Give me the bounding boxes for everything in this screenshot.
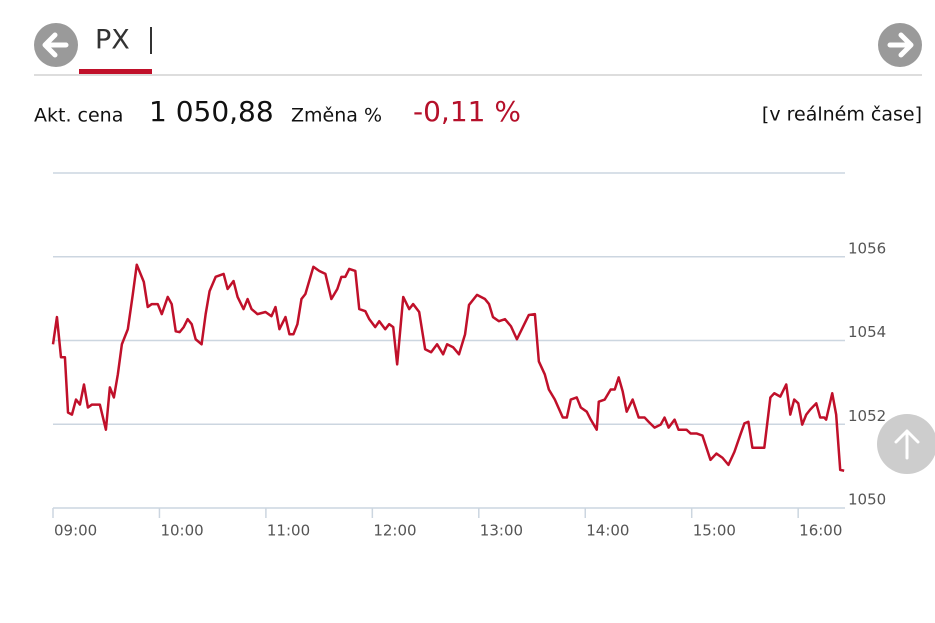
tab-label[interactable]: PX [95,25,130,56]
next-button[interactable] [878,23,922,67]
price-label: Akt. cena [34,105,123,127]
x-tick-label: 13:00 [480,522,523,540]
x-tick-label: 16:00 [799,522,842,540]
change: -0,11 % [413,95,521,128]
prev-button[interactable] [34,23,78,67]
x-tick-label: 14:00 [586,522,629,540]
tab-underline [79,69,152,74]
scroll-top-button[interactable] [877,414,935,474]
x-tick-label: 15:00 [693,522,736,540]
y-tick-label: 1054 [848,323,886,341]
price: 1 050,88 [149,95,274,128]
x-tick-label: 11:00 [267,522,310,540]
x-tick-label: 12:00 [373,522,416,540]
x-tick-label: 09:00 [54,522,97,540]
price-line [51,263,845,472]
realtime-note: [v reálném čase] [762,104,922,126]
y-tick-label: 1056 [848,239,886,257]
change-label: Změna % [291,105,382,127]
plot: 1050 1052 1054 1056 09:00 10:00 11:00 12:00 13:0… [51,172,886,540]
x-tick-label: 10:00 [160,522,203,540]
y-tick-label: 1050 [848,491,886,509]
y-tick-label: 1052 [848,407,886,425]
